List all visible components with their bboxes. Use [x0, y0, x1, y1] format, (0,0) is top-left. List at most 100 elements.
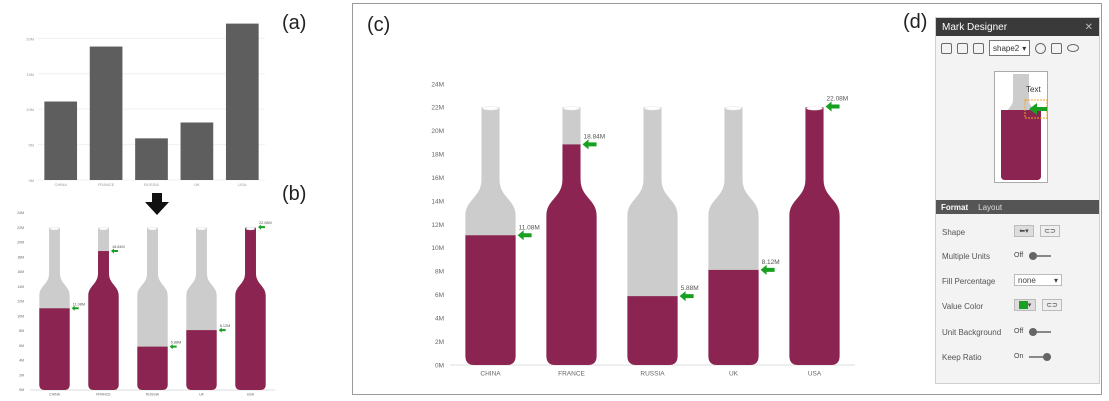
value-label: 8.12M: [762, 259, 780, 266]
bottle-lip: [482, 106, 499, 111]
bottle-fill-uk: [186, 330, 217, 390]
y-tick-label: 12M: [431, 222, 444, 229]
row-multiple-units-label: Multiple Units: [942, 252, 991, 261]
layers-icon[interactable]: [1035, 42, 1047, 54]
fill-percentage-value: none: [1018, 275, 1036, 285]
tab-format[interactable]: Format: [941, 202, 969, 212]
value-arrow-icon: [218, 327, 226, 333]
image-icon[interactable]: [973, 42, 984, 54]
bottle-fill-france: [88, 251, 119, 390]
y-tick-label: 20M: [26, 36, 34, 41]
value-label: 18.84M: [112, 245, 125, 249]
y-tick-label: 22M: [431, 105, 444, 112]
value-arrow-icon: [825, 101, 840, 112]
y-tick-label: 10M: [17, 314, 24, 318]
x-tick-label: RUSSIA: [144, 182, 159, 187]
value-arrow-icon: [257, 224, 265, 230]
designer-titlebar: Mark Designer ✕: [936, 18, 1099, 36]
y-tick-label: 4M: [435, 315, 444, 322]
y-tick-label: 20M: [17, 241, 24, 245]
y-tick-label: 2M: [19, 373, 24, 377]
designer-title: Mark Designer: [942, 21, 1008, 33]
row-fill-percentage-label: Fill Percentage: [942, 277, 996, 286]
chevron-down-icon: ▾: [1022, 43, 1027, 53]
panel-label-c: (c): [367, 14, 391, 36]
shape-picker-button[interactable]: ⬅▾: [1014, 225, 1034, 237]
multiple-units-toggle[interactable]: Off: [1014, 251, 1052, 260]
x-tick-label: RUSSIA: [146, 393, 160, 397]
y-tick-label: 16M: [431, 175, 444, 182]
trash-icon[interactable]: [1051, 42, 1063, 54]
y-tick-label: 15M: [26, 72, 34, 77]
panel-c-frame: [352, 3, 1102, 395]
row-shape: Shape: [942, 228, 1014, 237]
row-keep-ratio: Keep Ratio: [942, 353, 1014, 362]
y-tick-label: 14M: [17, 285, 24, 289]
x-tick-label: UK: [194, 182, 200, 187]
bottle-fill-china: [39, 308, 70, 390]
link-icon[interactable]: ⊂⊃: [1042, 299, 1062, 311]
row-value-color: Value Color: [942, 302, 1014, 311]
add-shape-icon[interactable]: [941, 42, 952, 54]
value-arrow-icon: [169, 344, 177, 350]
y-tick-label: 10M: [26, 107, 34, 112]
bottle-lip: [644, 106, 661, 111]
row-multiple-units: Multiple Units: [942, 252, 1014, 261]
y-tick-label: 4M: [19, 359, 24, 363]
x-tick-label: UK: [199, 393, 205, 397]
value-label: 11.08M: [519, 224, 540, 231]
bottle-lip: [563, 106, 580, 111]
value-arrow-icon: [582, 139, 597, 150]
bottle-lip: [147, 227, 158, 231]
bottle-fill-usa: [235, 227, 266, 390]
shape-preview[interactable]: [994, 71, 1048, 183]
x-tick-label: CHINA: [49, 393, 61, 397]
keep-ratio-toggle[interactable]: On: [1014, 352, 1052, 361]
x-tick-label: CHINA: [480, 370, 501, 377]
panel-label-a: (a): [282, 12, 307, 34]
y-tick-label: 2M: [435, 339, 444, 346]
x-tick-label: FRANCE: [96, 393, 111, 397]
y-tick-label: 16M: [17, 270, 24, 274]
bottle-fill-russia: [137, 346, 168, 390]
unit-background-toggle[interactable]: Off: [1014, 327, 1052, 336]
y-tick-label: 22M: [17, 226, 24, 230]
preview-text-label: Text: [1026, 85, 1041, 94]
value-color-control: ▾ ⊂⊃: [1014, 299, 1062, 311]
value-arrow-icon: [517, 230, 532, 241]
bottle-fill-russia: [627, 296, 678, 366]
fill-percentage-select[interactable]: none ▾: [1014, 274, 1062, 286]
value-color-swatch[interactable]: ▾: [1014, 299, 1036, 311]
bottle-lip: [49, 227, 60, 231]
down-arrow-icon: [145, 193, 169, 215]
designer-toolbar: shape2 ▾: [936, 36, 1099, 60]
y-tick-label: 8M: [19, 329, 24, 333]
bottle-lip: [196, 227, 207, 231]
chart-c-bottles: 0M 2M 4M 6M 8M 10M 12M 14M 16M 18M 20M 22M 24M 11.08M…: [431, 81, 855, 377]
bottle-lip: [245, 227, 256, 231]
y-tick-label: 18M: [431, 152, 444, 159]
bar-usa: [225, 23, 259, 180]
keep-ratio-value: On: [1014, 353, 1024, 360]
tab-layout[interactable]: Layout: [978, 202, 1003, 212]
value-arrow-icon: [110, 248, 118, 254]
x-tick-label: USA: [808, 370, 822, 377]
shape-select[interactable]: shape2 ▾: [989, 40, 1031, 56]
x-tick-label: UK: [729, 370, 739, 377]
y-tick-label: 8M: [435, 269, 444, 276]
eye-icon[interactable]: [1067, 44, 1080, 52]
y-tick-label: 12M: [17, 300, 24, 304]
close-icon[interactable]: ✕: [1084, 21, 1093, 33]
row-unit-background-label: Unit Background: [942, 328, 1002, 337]
value-label: 8.12M: [220, 324, 231, 328]
row-keep-ratio-label: Keep Ratio: [942, 353, 982, 362]
y-tick-label: 5M: [28, 143, 34, 148]
link-icon[interactable]: ⊂⊃: [1040, 225, 1060, 237]
row-fill-percentage: Fill Percentage: [942, 277, 1014, 286]
x-tick-label: FRANCE: [98, 182, 115, 187]
chart-b-bottles-small: 0M 2M 4M 6M 8M 10M 12M 14M 16M 18M 20M 22M 24M 11.08M…: [17, 211, 275, 397]
frame-icon[interactable]: [957, 42, 968, 54]
bar-uk: [180, 122, 214, 180]
y-tick-label: 6M: [435, 292, 444, 299]
value-label: 5.88M: [681, 285, 699, 292]
